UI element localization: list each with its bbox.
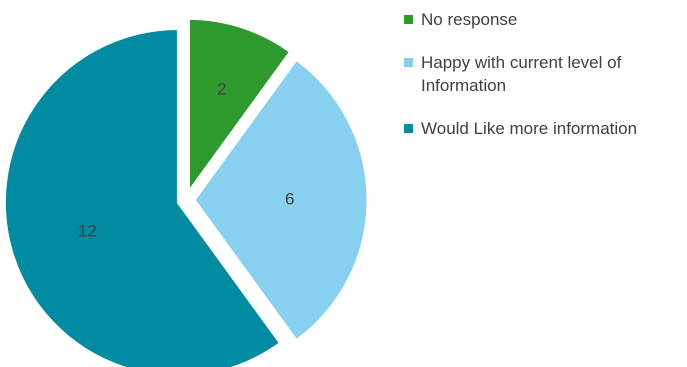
pie-label-no-response: 2 — [217, 79, 226, 98]
legend-swatch-more-info — [404, 124, 413, 133]
pie-label-happy: 6 — [285, 189, 294, 208]
legend-label-no-response: No response — [421, 10, 518, 29]
pie-slice-more-info — [2, 26, 283, 367]
legend-item-no-response: No response — [404, 8, 684, 31]
legend-item-more-info: Would Like more information — [404, 117, 684, 140]
legend-item-happy: Happy with current level of Information — [404, 51, 684, 97]
legend-swatch-happy — [404, 58, 413, 67]
pie-chart: 2 6 12 — [2, 16, 370, 367]
pie-slice-no-response — [186, 16, 293, 198]
pie-label-more-info: 12 — [78, 222, 97, 241]
legend-swatch-no-response — [404, 15, 413, 24]
legend: No response Happy with current level of … — [404, 8, 684, 160]
legend-label-happy: Happy with current level of Information — [421, 53, 622, 95]
legend-label-more-info: Would Like more information — [421, 119, 638, 138]
pie-slice-happy — [192, 57, 370, 343]
